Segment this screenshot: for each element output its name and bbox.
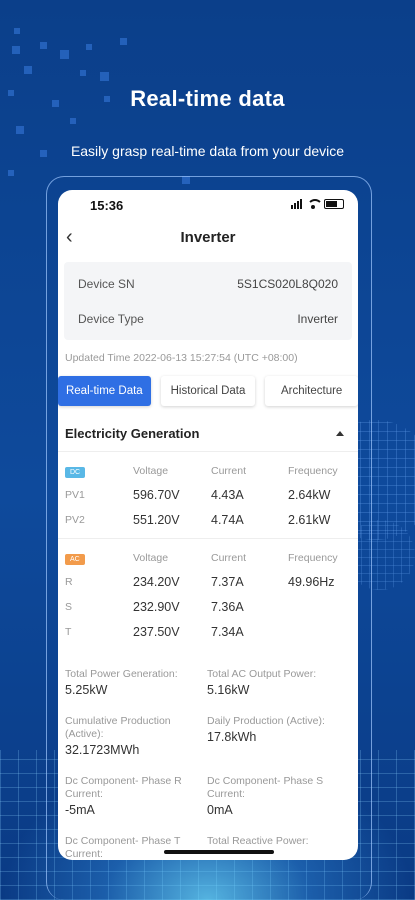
caret-up-icon[interactable] (336, 431, 344, 436)
row-voltage: 551.20V (133, 512, 180, 527)
device-sn-row: Device SN 5S1CS020L8Q020 (78, 266, 338, 301)
row-label: R (65, 575, 73, 588)
stat-item: Total AC Output Power: 5.16kW (207, 650, 351, 697)
stat-label: Total Power Generation: (65, 668, 178, 680)
stat-label: Cumulative Production (Active): (65, 715, 171, 740)
row-voltage: 234.20V (133, 574, 180, 589)
stat-value: 5.16kW (207, 683, 250, 697)
dc-header-voltage: Voltage (133, 465, 169, 477)
ac-header-current: Current (211, 552, 247, 564)
dc-table-header: DC Voltage Current Frequency (65, 460, 351, 482)
row-current: 7.34A (211, 624, 244, 639)
stat-item: Dc Component- Phase R Current: -5mA (65, 757, 207, 817)
stat-value: 17.8kWh (207, 730, 257, 744)
stat-value: 5.25kW (65, 683, 108, 697)
table-row: S 232.90V 7.36A (65, 594, 351, 619)
stat-label: Total AC Output Power: (207, 668, 317, 680)
row-frequency: 2.64kW (288, 487, 331, 502)
row-label: PV1 (65, 488, 85, 501)
stat-label: Daily Production (Active): (207, 715, 325, 727)
electricity-generation-header[interactable]: Electricity Generation (58, 416, 358, 452)
dc-badge: DC (65, 466, 86, 478)
phone-screen: 15:36 ‹ Inverter Device SN 5S1CS020L8Q02… (58, 190, 358, 860)
signal-icon (291, 199, 302, 209)
row-frequency: 49.96Hz (288, 574, 335, 589)
row-voltage: 237.50V (133, 624, 180, 639)
nav-bar: ‹ Inverter (58, 220, 358, 256)
row-current: 7.37A (211, 574, 244, 589)
row-current: 7.36A (211, 599, 244, 614)
stat-item: Total Reactive Power: (207, 817, 351, 860)
battery-icon (324, 199, 344, 209)
tab-architecture[interactable]: Architecture (265, 376, 358, 406)
device-type-row: Device Type Inverter (78, 301, 338, 336)
ac-header-voltage: Voltage (133, 552, 169, 564)
chevron-left-icon[interactable]: ‹ (66, 226, 73, 248)
stat-item: Total Power Generation: 5.25kW (65, 650, 207, 697)
device-type-label: Device Type (78, 311, 144, 326)
promo-subline: Easily grasp real-time data from your de… (70, 143, 345, 159)
stat-label: Dc Component- Phase R Current: (65, 775, 182, 800)
device-type-value: Inverter (297, 311, 338, 326)
dc-header-current: Current (211, 465, 247, 477)
stat-label: Dc Component- Phase T Current: (65, 835, 181, 860)
stat-item: Dc Component- Phase S Current: 0mA (207, 757, 351, 817)
ac-table: AC Voltage Current Frequency R 234.20V 7… (58, 538, 358, 650)
table-row: PV2 551.20V 4.74A 2.61kW (65, 507, 351, 532)
row-current: 4.74A (211, 512, 244, 527)
stat-item: Dc Component- Phase T Current: (65, 817, 207, 860)
ac-header-frequency: Frequency (288, 552, 338, 564)
row-current: 4.43A (211, 487, 244, 502)
stat-item: Cumulative Production (Active): 32.1723M… (65, 697, 207, 757)
ac-badge: AC (65, 553, 85, 565)
wifi-icon (307, 199, 323, 209)
table-row: T 237.50V 7.34A (65, 619, 351, 644)
stat-item: Daily Production (Active): 17.8kWh (207, 697, 351, 757)
stat-value: 32.1723MWh (65, 743, 140, 757)
home-indicator (164, 850, 274, 854)
dc-header-frequency: Frequency (288, 465, 338, 477)
stat-label: Total Reactive Power: (207, 835, 309, 847)
row-label: S (65, 600, 73, 613)
device-sn-value: 5S1CS020L8Q020 (237, 276, 338, 291)
table-row: R 234.20V 7.37A 49.96Hz (65, 569, 351, 594)
stat-value: 0mA (207, 803, 233, 817)
table-row: PV1 596.70V 4.43A 2.64kW (65, 482, 351, 507)
phone-frame-outline (46, 176, 372, 900)
device-info-card: Device SN 5S1CS020L8Q020 Device Type Inv… (64, 262, 352, 340)
ac-table-header: AC Voltage Current Frequency (65, 547, 351, 569)
dc-table: DC Voltage Current Frequency PV1 596.70V… (58, 452, 358, 538)
device-sn-label: Device SN (78, 276, 135, 291)
row-voltage: 596.70V (133, 487, 180, 502)
row-label: PV2 (65, 513, 85, 526)
stat-label: Dc Component- Phase S Current: (207, 775, 324, 800)
decorative-squares (0, 0, 200, 200)
row-label: T (65, 625, 72, 638)
updated-time: Updated Time 2022-06-13 15:27:54 (UTC +0… (65, 352, 298, 364)
row-voltage: 232.90V (133, 599, 180, 614)
page-title: Inverter (180, 229, 236, 246)
row-frequency: 2.61kW (288, 512, 331, 527)
promo-headline: Real-time data (130, 86, 285, 111)
status-time: 15:36 (90, 198, 124, 213)
stats-grid: Total Power Generation: 5.25kW Total AC … (58, 650, 358, 860)
tab-historical-data[interactable]: Historical Data (160, 376, 256, 406)
tab-real-time-data[interactable]: Real-time Data (58, 376, 151, 406)
status-icons (291, 199, 344, 209)
status-bar: 15:36 (58, 190, 358, 220)
tab-bar: Real-time Data Historical Data Architect… (58, 372, 358, 416)
stat-value: -5mA (65, 803, 95, 817)
section-title: Electricity Generation (65, 426, 200, 441)
